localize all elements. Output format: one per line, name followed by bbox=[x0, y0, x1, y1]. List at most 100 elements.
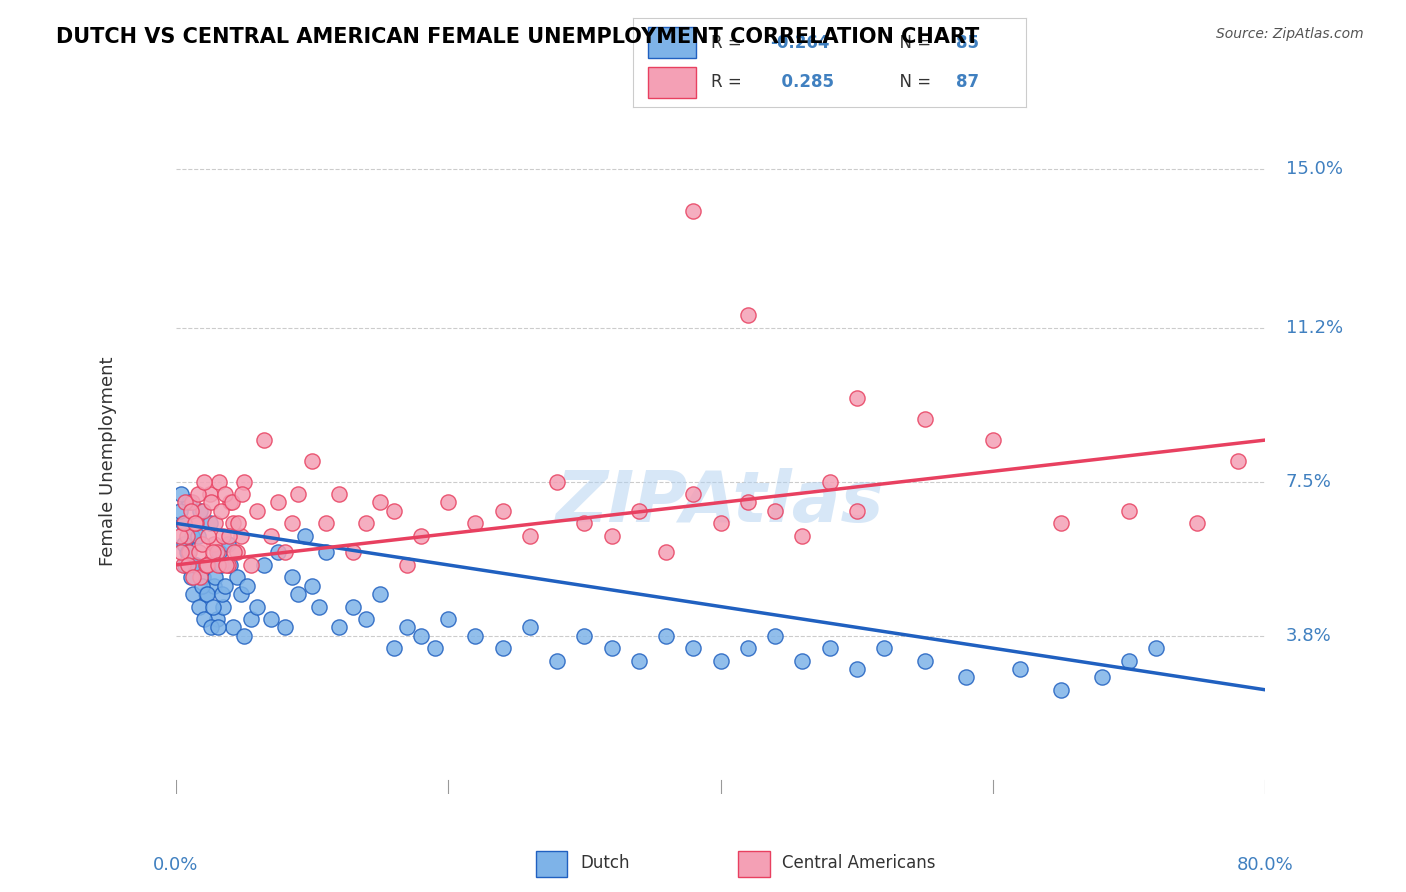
Point bbox=[315, 545, 337, 559]
Text: 0.0%: 0.0% bbox=[153, 856, 198, 874]
Point bbox=[191, 504, 214, 518]
Point bbox=[232, 629, 254, 643]
Point bbox=[231, 587, 253, 601]
Point bbox=[546, 654, 568, 668]
Point bbox=[214, 579, 236, 593]
Text: Central Americans: Central Americans bbox=[783, 854, 936, 872]
Point bbox=[186, 516, 208, 531]
Point bbox=[193, 612, 215, 626]
Point bbox=[190, 537, 212, 551]
Point bbox=[176, 529, 198, 543]
Point bbox=[217, 537, 239, 551]
Point bbox=[239, 612, 262, 626]
Point bbox=[198, 516, 221, 531]
Point bbox=[382, 504, 405, 518]
Point bbox=[215, 558, 238, 572]
Point bbox=[301, 579, 323, 593]
Point bbox=[1187, 516, 1209, 531]
Point bbox=[208, 475, 231, 489]
Point bbox=[682, 204, 704, 219]
Text: Dutch: Dutch bbox=[581, 854, 630, 872]
Point bbox=[200, 620, 222, 634]
Point bbox=[627, 654, 650, 668]
Point bbox=[174, 558, 197, 572]
Point bbox=[207, 558, 229, 572]
Point bbox=[197, 529, 219, 543]
Point bbox=[818, 475, 841, 489]
Point bbox=[173, 516, 195, 531]
Point bbox=[187, 545, 209, 559]
Point bbox=[186, 529, 209, 543]
Point bbox=[180, 570, 202, 584]
Point bbox=[228, 516, 250, 531]
Point bbox=[1118, 654, 1140, 668]
Point bbox=[396, 620, 419, 634]
Point bbox=[212, 599, 235, 614]
Point bbox=[179, 495, 201, 509]
Point bbox=[315, 516, 337, 531]
Point bbox=[184, 516, 207, 531]
Point bbox=[183, 570, 205, 584]
Text: 15.0%: 15.0% bbox=[1286, 161, 1343, 178]
Point bbox=[204, 516, 226, 531]
Point bbox=[274, 620, 297, 634]
Point bbox=[194, 587, 217, 601]
Point bbox=[194, 558, 217, 572]
Point bbox=[464, 516, 486, 531]
Point bbox=[655, 629, 678, 643]
Point bbox=[342, 545, 364, 559]
Point bbox=[205, 545, 228, 559]
Point bbox=[1010, 662, 1032, 676]
Point bbox=[211, 587, 233, 601]
Point bbox=[437, 495, 460, 509]
Text: R =: R = bbox=[711, 34, 748, 52]
Point bbox=[308, 599, 330, 614]
Point bbox=[177, 545, 200, 559]
Point bbox=[260, 529, 283, 543]
Point bbox=[763, 629, 786, 643]
Point bbox=[914, 412, 936, 426]
Point bbox=[169, 529, 191, 543]
Point bbox=[170, 487, 193, 501]
Bar bbox=[738, 851, 770, 877]
Point bbox=[492, 504, 515, 518]
Point bbox=[280, 570, 302, 584]
Point bbox=[201, 599, 224, 614]
Bar bbox=[536, 851, 568, 877]
Point bbox=[176, 545, 198, 559]
Point bbox=[186, 487, 209, 501]
Point bbox=[193, 475, 215, 489]
Point bbox=[710, 654, 733, 668]
Point bbox=[209, 558, 232, 572]
Point bbox=[226, 545, 249, 559]
Text: ZIPAtlas: ZIPAtlas bbox=[557, 468, 884, 537]
Point bbox=[218, 529, 240, 543]
Point bbox=[253, 433, 276, 447]
Point bbox=[209, 504, 232, 518]
Text: 11.2%: 11.2% bbox=[1286, 318, 1343, 336]
Point bbox=[287, 487, 309, 501]
Point bbox=[172, 558, 194, 572]
Point bbox=[464, 629, 486, 643]
Point bbox=[873, 641, 896, 656]
Point bbox=[190, 579, 212, 593]
Point bbox=[221, 495, 243, 509]
Point bbox=[792, 529, 814, 543]
Point bbox=[737, 495, 759, 509]
Point bbox=[197, 558, 219, 572]
Text: Female Unemployment: Female Unemployment bbox=[98, 356, 117, 566]
Point bbox=[519, 529, 541, 543]
Point bbox=[845, 504, 868, 518]
Point bbox=[1146, 641, 1168, 656]
Point bbox=[574, 629, 596, 643]
Text: N =: N = bbox=[889, 34, 936, 52]
Point bbox=[600, 529, 623, 543]
Point bbox=[600, 641, 623, 656]
Point bbox=[274, 545, 297, 559]
Text: DUTCH VS CENTRAL AMERICAN FEMALE UNEMPLOYMENT CORRELATION CHART: DUTCH VS CENTRAL AMERICAN FEMALE UNEMPLO… bbox=[56, 27, 980, 46]
Point bbox=[222, 516, 245, 531]
Point bbox=[170, 545, 193, 559]
Point bbox=[328, 487, 350, 501]
Point bbox=[737, 308, 759, 322]
Text: R =: R = bbox=[711, 73, 748, 91]
